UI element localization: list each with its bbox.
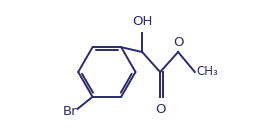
- Text: CH₃: CH₃: [196, 66, 218, 78]
- Text: Br: Br: [63, 105, 77, 118]
- Text: OH: OH: [132, 15, 152, 28]
- Text: O: O: [155, 103, 166, 116]
- Text: O: O: [173, 36, 183, 49]
